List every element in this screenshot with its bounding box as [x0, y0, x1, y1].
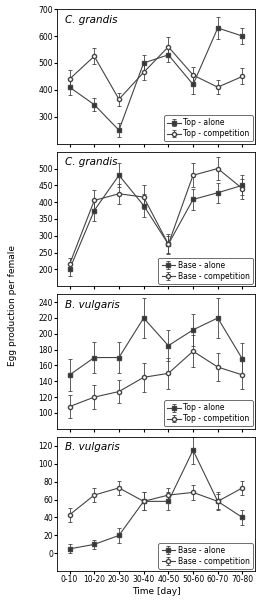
Legend: Top - alone, Top - competition: Top - alone, Top - competition: [164, 400, 252, 426]
Text: Egg production per female: Egg production per female: [8, 245, 17, 366]
Text: B. vulgaris: B. vulgaris: [65, 442, 120, 452]
Text: C. grandis: C. grandis: [65, 15, 118, 24]
X-axis label: Time [day]: Time [day]: [132, 587, 180, 596]
Legend: Base - alone, Base - competition: Base - alone, Base - competition: [159, 543, 252, 569]
Text: B. vulgaris: B. vulgaris: [65, 299, 120, 310]
Legend: Top - alone, Top - competition: Top - alone, Top - competition: [164, 115, 252, 141]
Legend: Base - alone, Base - competition: Base - alone, Base - competition: [159, 258, 252, 284]
Text: C. grandis: C. grandis: [65, 157, 118, 167]
